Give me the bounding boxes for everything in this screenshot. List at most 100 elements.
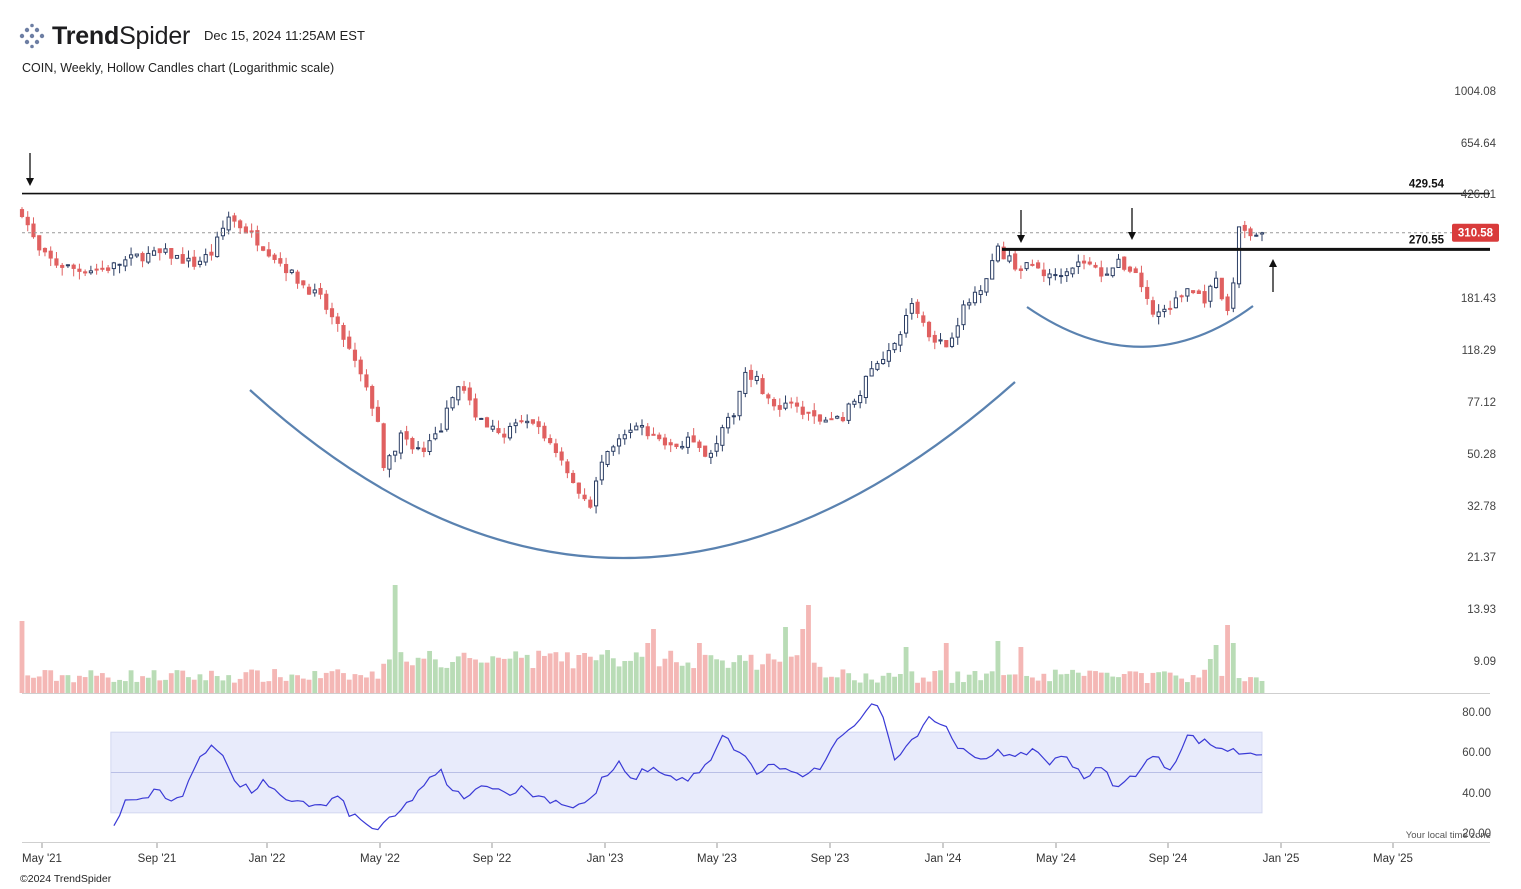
price-tick-label: 426.81 (1461, 189, 1496, 201)
volume-bar (25, 675, 31, 693)
volume-bar (501, 658, 507, 693)
candle-body (806, 411, 811, 414)
candle-body (232, 215, 237, 222)
volume-bar (484, 662, 490, 693)
candle-body (186, 257, 191, 262)
volume-bar (1018, 647, 1024, 693)
time-tick-label: May '23 (697, 853, 737, 865)
volume-bar (36, 676, 42, 693)
candle-body (760, 378, 765, 395)
volume-bar (599, 654, 605, 693)
volume-bar (197, 674, 203, 693)
candle-body (1196, 290, 1201, 294)
candle-body (737, 390, 742, 417)
candle-body (438, 430, 444, 433)
candle-body (295, 271, 300, 284)
candle-body (909, 303, 914, 314)
time-axis[interactable]: May '21 Sep '21 Jan '22 May '22 Sep '22 Jan '… (22, 843, 1413, 865)
volume-bar (920, 677, 926, 693)
time-tick-label: Jan '24 (925, 853, 962, 865)
volume-bar (386, 659, 392, 693)
volume-bar (59, 675, 65, 693)
volume-bar (949, 682, 955, 693)
candle-body (421, 447, 426, 453)
candle-body (777, 405, 782, 410)
volume-bar (1041, 673, 1047, 693)
candle-body (1070, 267, 1075, 275)
volume-bar (231, 682, 237, 693)
candle-body (863, 375, 868, 399)
brand-name-light: Spider (119, 21, 191, 50)
volume-bar (1161, 671, 1167, 693)
volume-bar (1116, 677, 1121, 693)
candle-body (1145, 286, 1150, 299)
volume-bar (633, 652, 639, 693)
volume-bar (719, 660, 725, 693)
candle-body (794, 402, 800, 407)
volume-bar (829, 676, 834, 693)
candle-body (783, 402, 788, 409)
candle-body (875, 363, 880, 370)
volume-bar (972, 671, 978, 693)
candle-body (71, 264, 76, 269)
candle-body (651, 433, 656, 436)
volume-bar (536, 650, 542, 693)
volume-bar (82, 677, 88, 693)
volume-bar (794, 655, 800, 693)
volume-bar (989, 671, 995, 693)
candle-body (261, 246, 266, 251)
candle-body (94, 268, 99, 271)
volume-bar (94, 675, 100, 693)
volume-bar (754, 669, 760, 693)
candle-body (1018, 268, 1023, 271)
candle-body (60, 264, 65, 268)
candle-body (479, 417, 484, 420)
candle-body (674, 443, 679, 448)
cup-curves (249, 305, 1254, 560)
volume-bar (645, 643, 651, 693)
candle-body (1156, 311, 1161, 318)
price-axis[interactable]: 1004.08 654.64 426.81 181.43 118.29 77.12 50.2… (1454, 86, 1496, 840)
candle-body (800, 406, 805, 415)
time-tick-label: May '21 (22, 853, 62, 865)
candle-body (605, 451, 610, 465)
volume-bar (926, 681, 932, 693)
volume-bar (1087, 670, 1093, 693)
candle-body (748, 369, 754, 380)
volume-bar (1006, 674, 1012, 693)
price-tick-label: 21.37 (1467, 552, 1496, 564)
candle-body (197, 260, 203, 265)
copyright: ©2024 TrendSpider (20, 873, 112, 885)
price-tick-label: 50.28 (1467, 449, 1496, 461)
candle-body (720, 427, 725, 446)
candle-body (1202, 291, 1207, 304)
volume-bar (938, 670, 943, 693)
candle-body (306, 286, 312, 295)
candle-body (593, 480, 599, 507)
volume-bar (978, 680, 984, 693)
volume-bar (140, 676, 145, 693)
volume-bar (254, 670, 260, 693)
candle-body (616, 438, 622, 447)
candle-body (106, 267, 111, 271)
candle-body (375, 406, 381, 422)
candle-body (668, 442, 673, 446)
candle-body (1116, 258, 1121, 268)
rsi-pane (110, 703, 1263, 831)
candle-body (1001, 246, 1006, 260)
time-tick-label: Jan '23 (587, 853, 624, 865)
candle-body (329, 308, 335, 318)
arrow-down-head (26, 178, 34, 186)
volume-bar (335, 669, 341, 693)
volume-bar (1253, 677, 1259, 693)
candle-body (289, 269, 294, 274)
candle-body (1208, 285, 1213, 302)
candle-body (283, 263, 289, 274)
volume-bar (358, 675, 364, 693)
volume-bar (1139, 673, 1144, 693)
volume-bar (1156, 672, 1162, 693)
candle-body (519, 420, 524, 423)
volume-bar (1058, 674, 1064, 693)
candle-body (1185, 288, 1190, 297)
